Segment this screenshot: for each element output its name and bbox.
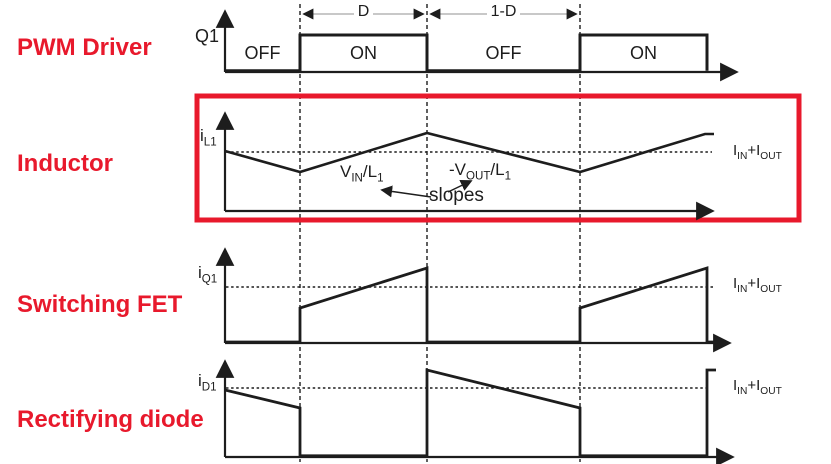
- fet-average-level-label: IIN+IOUT: [733, 275, 782, 295]
- pwm-waveform: [215, 9, 739, 82]
- inductor-average-level-label: IIN+IOUT: [733, 142, 782, 162]
- slope-arrow-left: [380, 185, 432, 198]
- row-label-switching-fet: Switching FET: [17, 291, 183, 318]
- q1-axis-label: Q1: [195, 26, 220, 46]
- inductor-waveform: [215, 111, 715, 221]
- diode-y-axis-label: iD1: [198, 371, 217, 394]
- fet-waveform: [215, 247, 732, 353]
- slope-off-label: -VOUT/L1: [449, 160, 511, 183]
- inductor-highlight-box: [194, 93, 802, 223]
- diode-average-level-label: IIN+IOUT: [733, 377, 782, 397]
- diode-waveform: [215, 359, 735, 464]
- duty-label-d: D: [300, 3, 427, 21]
- pwm-state-off-1: OFF: [244, 43, 281, 63]
- row-label-pwm-driver: PWM Driver: [17, 34, 152, 61]
- slopes-caption: slopes: [429, 185, 484, 206]
- row-label-rectifying-diode: Rectifying diode: [17, 406, 204, 433]
- duty-label-1-d: 1-D: [427, 3, 580, 21]
- fet-y-axis-label: iQ1: [198, 263, 218, 286]
- pwm-state-off-2: OFF: [485, 43, 522, 63]
- pwm-state-on-1: ON: [350, 43, 377, 63]
- pwm-state-on-2: ON: [630, 43, 657, 63]
- row-label-inductor: Inductor: [17, 150, 113, 177]
- slope-arrow-right: [447, 179, 473, 193]
- inductor-y-axis-label: iL1: [200, 126, 217, 149]
- slope-on-label: VIN/L1: [340, 162, 384, 185]
